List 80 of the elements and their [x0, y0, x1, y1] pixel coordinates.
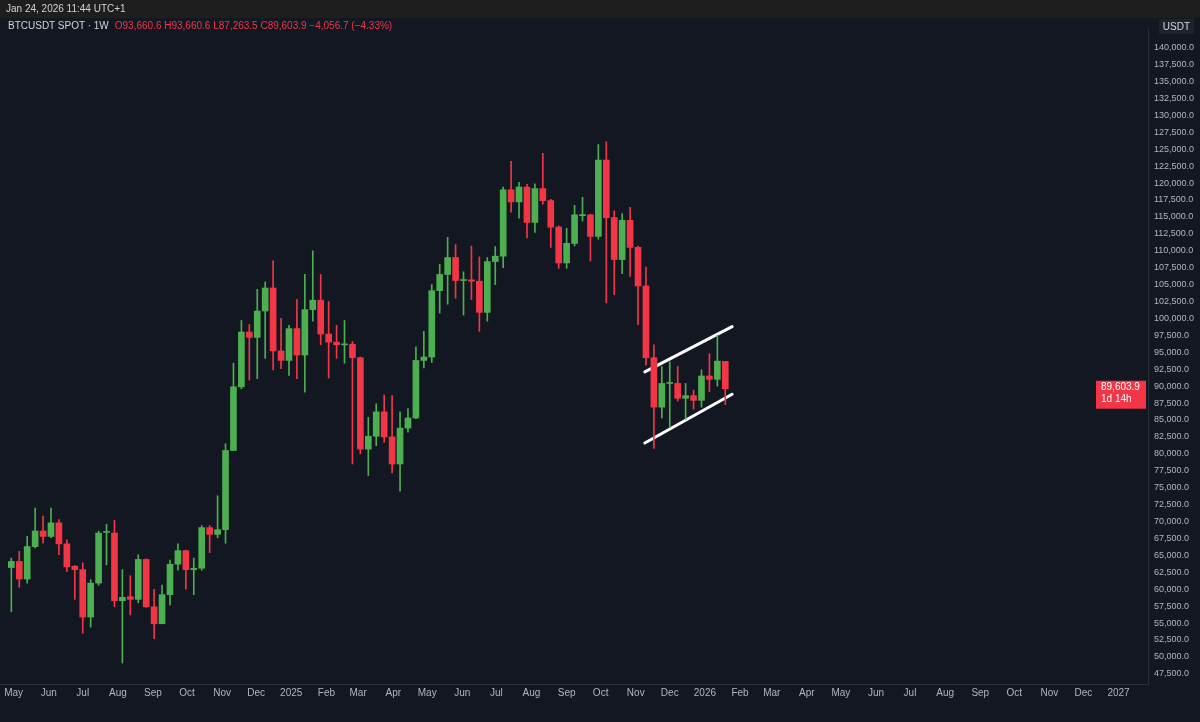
y-tick-label: 105,000.0 — [1154, 279, 1195, 290]
x-tick-label: Sep — [971, 686, 990, 698]
x-tick-label: Jul — [76, 686, 90, 698]
x-tick-label: Jun — [454, 686, 471, 698]
x-tick-label: Aug — [936, 686, 955, 698]
x-tick-label: Oct — [592, 686, 609, 698]
x-tick-label: Feb — [731, 686, 750, 698]
annotation: 1d 14h — [1101, 392, 1132, 404]
x-tick-label: 2027 — [1107, 686, 1131, 698]
x-tick-label: Mar — [763, 686, 782, 698]
x-tick-label: Nov — [213, 686, 232, 698]
x-tick-label: Dec — [660, 686, 679, 698]
y-tick-label: 55,000.0 — [1154, 617, 1190, 628]
y-tick-label: 60,000.0 — [1154, 583, 1190, 594]
candlestick — [127, 575, 134, 616]
x-tick-label: May — [417, 686, 437, 698]
candlestick — [39, 515, 47, 544]
x-tick-label: Jun — [867, 686, 885, 698]
text: Jan 24, 2026 11:44 UTC+1 — [6, 3, 126, 14]
x-tick-label: Apr — [385, 686, 402, 698]
y-tick-label: 120,000.0 — [1154, 177, 1195, 188]
x-tick-label: Nov — [626, 686, 645, 698]
y-tick-label: 122,500.0 — [1154, 160, 1195, 171]
y-tick-label: 52,500.0 — [1154, 634, 1190, 645]
y-tick-label: 110,000.0 — [1154, 245, 1194, 256]
y-tick-label: 62,500.0 — [1154, 566, 1190, 577]
y-tick-label: 125,000.0 — [1154, 143, 1195, 154]
x-tick-label: Feb — [317, 686, 336, 698]
y-tick-label: 132,500.0 — [1154, 92, 1195, 103]
x-tick-label: Sep — [557, 686, 576, 698]
y-tick-label: 82,500.0 — [1154, 431, 1190, 442]
y-tick-label: 112,500.0 — [1154, 228, 1194, 239]
y-tick-label: 75,000.0 — [1154, 482, 1190, 493]
y-tick-label: 117,500.0 — [1154, 194, 1194, 205]
chart-subtitle: O93,660.6 H93,660.6 L87,263.5 C89,603.9 −4,056.7 (−4.33%) — [114, 20, 393, 31]
y-tick-label: 127,500.0 — [1154, 126, 1195, 137]
y-tick-label: 77,500.0 — [1154, 465, 1190, 476]
y-tick-label: 137,500.0 — [1154, 59, 1195, 70]
y-tick-label: 107,500.0 — [1154, 262, 1195, 273]
x-tick-label: Oct — [179, 686, 195, 698]
y-tick-label: 67,500.0 — [1154, 532, 1190, 543]
y-tick-label: 97,500.0 — [1154, 329, 1190, 340]
y-tick-label: 70,000.0 — [1154, 516, 1190, 527]
x-tick-label: Oct — [1006, 686, 1023, 698]
annotation: 89,603.9 — [1101, 380, 1141, 392]
y-tick-label: 102,500.0 — [1154, 296, 1195, 307]
y-tick-label: 72,500.0 — [1154, 499, 1190, 510]
y-tick-label: 115,000.0 — [1154, 211, 1194, 222]
x-tick-label: Jun — [40, 686, 57, 698]
y-axis-title: USDT — [1158, 19, 1194, 34]
x-tick-label: Apr — [799, 686, 816, 698]
x-tick-label: May — [4, 686, 24, 698]
chart-title: BTCUSDT SPOT · 1W — [8, 20, 109, 31]
x-tick-label: Aug — [522, 686, 541, 698]
y-tick-label: 92,500.0 — [1154, 363, 1190, 374]
x-tick-label: 2025 — [280, 686, 303, 698]
y-tick-label: 135,000.0 — [1154, 76, 1195, 87]
y-tick-label: 57,500.0 — [1154, 600, 1190, 611]
x-tick-label: Jul — [489, 686, 503, 698]
y-tick-label: 95,000.0 — [1154, 346, 1190, 357]
y-tick-label: 90,000.0 — [1154, 380, 1190, 391]
y-tick-label: 85,000.0 — [1154, 414, 1190, 425]
x-tick-label: Dec — [247, 686, 266, 698]
x-tick-label: Mar — [349, 686, 368, 698]
x-tick-label: May — [831, 686, 851, 698]
y-tick-label: 87,500.0 — [1154, 397, 1190, 408]
x-tick-label: Nov — [1040, 686, 1059, 698]
y-tick-label: 100,000.0 — [1154, 312, 1195, 323]
y-tick-label: 80,000.0 — [1154, 448, 1190, 459]
y-tick-label: 65,000.0 — [1154, 549, 1190, 560]
y-tick-label: 47,500.0 — [1154, 668, 1190, 679]
x-tick-label: Sep — [144, 686, 163, 698]
x-tick-label: 2026 — [693, 686, 717, 698]
x-tick-label: Jul — [903, 686, 917, 698]
y-tick-label: 50,000.0 — [1154, 651, 1190, 662]
y-tick-label: 140,000.0 — [1154, 42, 1195, 53]
x-tick-label: Dec — [1074, 686, 1093, 698]
y-tick-label: 130,000.0 — [1154, 109, 1195, 120]
x-tick-label: Aug — [108, 686, 127, 698]
candlestick — [245, 324, 253, 381]
